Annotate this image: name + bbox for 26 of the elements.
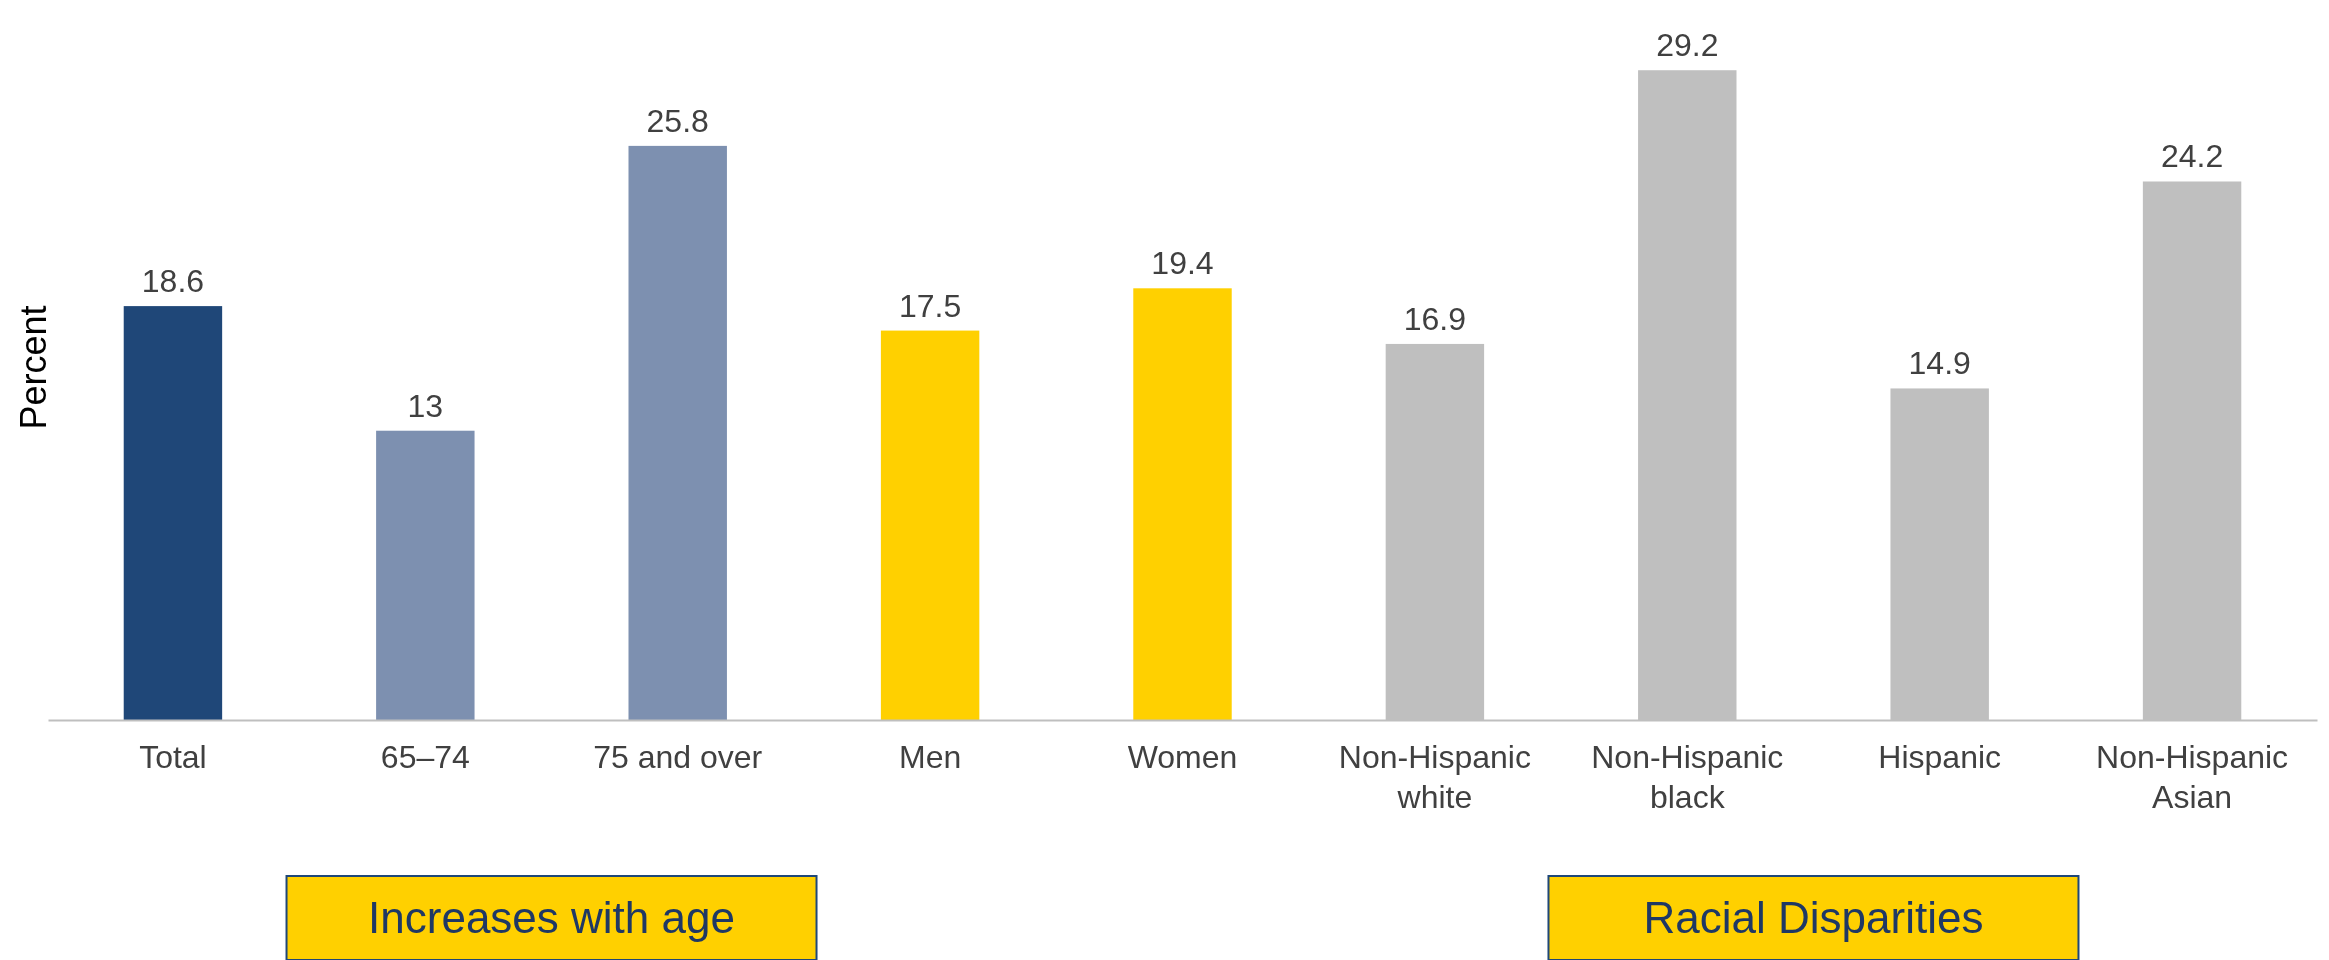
x-tick-label: Men: [898, 739, 962, 775]
x-tick-label: Hispanic: [1878, 739, 2002, 775]
x-tick-label: Non-Hispanic white: [1338, 739, 1531, 815]
data-label: 29.2: [1656, 27, 1719, 64]
data-label: 19.4: [1151, 245, 1214, 282]
bar: [1133, 288, 1232, 720]
x-tick-label: Women: [1127, 739, 1238, 775]
x-tick-label: Non-Hispanic black: [1591, 739, 1784, 815]
data-label: 24.2: [2160, 138, 2224, 175]
data-label: 14.9: [1908, 345, 1971, 382]
text: Racial Disparities: [1643, 893, 1984, 942]
data-label: 16.9: [1403, 300, 1467, 337]
bar: [628, 145, 727, 720]
bar: [123, 306, 223, 720]
data-label: 17.5: [898, 287, 962, 324]
x-tick-label: Non-Hispanic Asian: [2096, 739, 2289, 815]
data-label: 18.6: [141, 263, 205, 300]
text: Increases with age: [368, 893, 735, 942]
x-tick-label: 75 and over: [593, 739, 763, 775]
bar: [376, 430, 475, 720]
data-label: 25.8: [646, 102, 709, 139]
bar: [880, 330, 980, 720]
x-tick-label: Total: [139, 739, 207, 775]
data-label: 13: [407, 387, 444, 424]
y-axis-title: Percent: [13, 305, 54, 430]
x-tick-label: 65–74: [380, 739, 470, 775]
